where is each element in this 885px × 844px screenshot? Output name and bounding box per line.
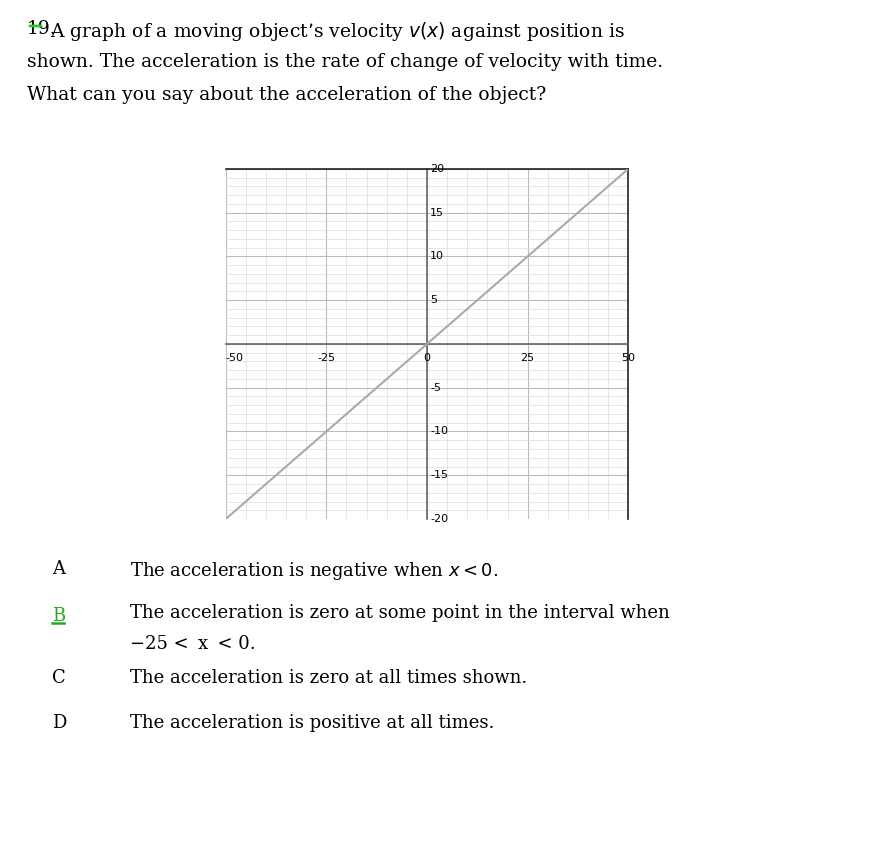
Text: B: B bbox=[52, 607, 65, 625]
Text: The acceleration is negative when $x < 0$.: The acceleration is negative when $x < 0… bbox=[130, 560, 498, 582]
Text: The acceleration is positive at all times.: The acceleration is positive at all time… bbox=[130, 714, 495, 732]
Text: -5: -5 bbox=[430, 382, 442, 392]
Text: −25 <  x  < 0.: −25 < x < 0. bbox=[130, 635, 256, 653]
Text: 10: 10 bbox=[430, 252, 444, 262]
Text: The acceleration is zero at all times shown.: The acceleration is zero at all times sh… bbox=[130, 669, 527, 687]
Text: C: C bbox=[52, 669, 65, 687]
Text: 15: 15 bbox=[430, 208, 444, 218]
Text: What can you say about the acceleration of the object?: What can you say about the acceleration … bbox=[27, 86, 546, 104]
Text: -15: -15 bbox=[430, 470, 448, 480]
Text: 19.: 19. bbox=[27, 20, 57, 38]
Text: 5: 5 bbox=[430, 295, 437, 306]
Text: The acceleration is zero at some point in the interval when: The acceleration is zero at some point i… bbox=[130, 604, 670, 622]
Text: 50: 50 bbox=[621, 353, 635, 363]
Text: 0: 0 bbox=[424, 353, 430, 363]
Text: -50: -50 bbox=[226, 353, 243, 363]
Text: A: A bbox=[52, 560, 65, 578]
Text: -25: -25 bbox=[318, 353, 335, 363]
Text: 25: 25 bbox=[520, 353, 535, 363]
Text: shown. The acceleration is the rate of change of velocity with time.: shown. The acceleration is the rate of c… bbox=[27, 53, 663, 71]
Text: -20: -20 bbox=[430, 514, 449, 524]
Text: A graph of a moving object’s velocity $v(x)$ against position is: A graph of a moving object’s velocity $v… bbox=[50, 20, 625, 43]
Text: 20: 20 bbox=[430, 164, 444, 174]
Text: -10: -10 bbox=[430, 426, 448, 436]
Text: D: D bbox=[52, 714, 66, 732]
